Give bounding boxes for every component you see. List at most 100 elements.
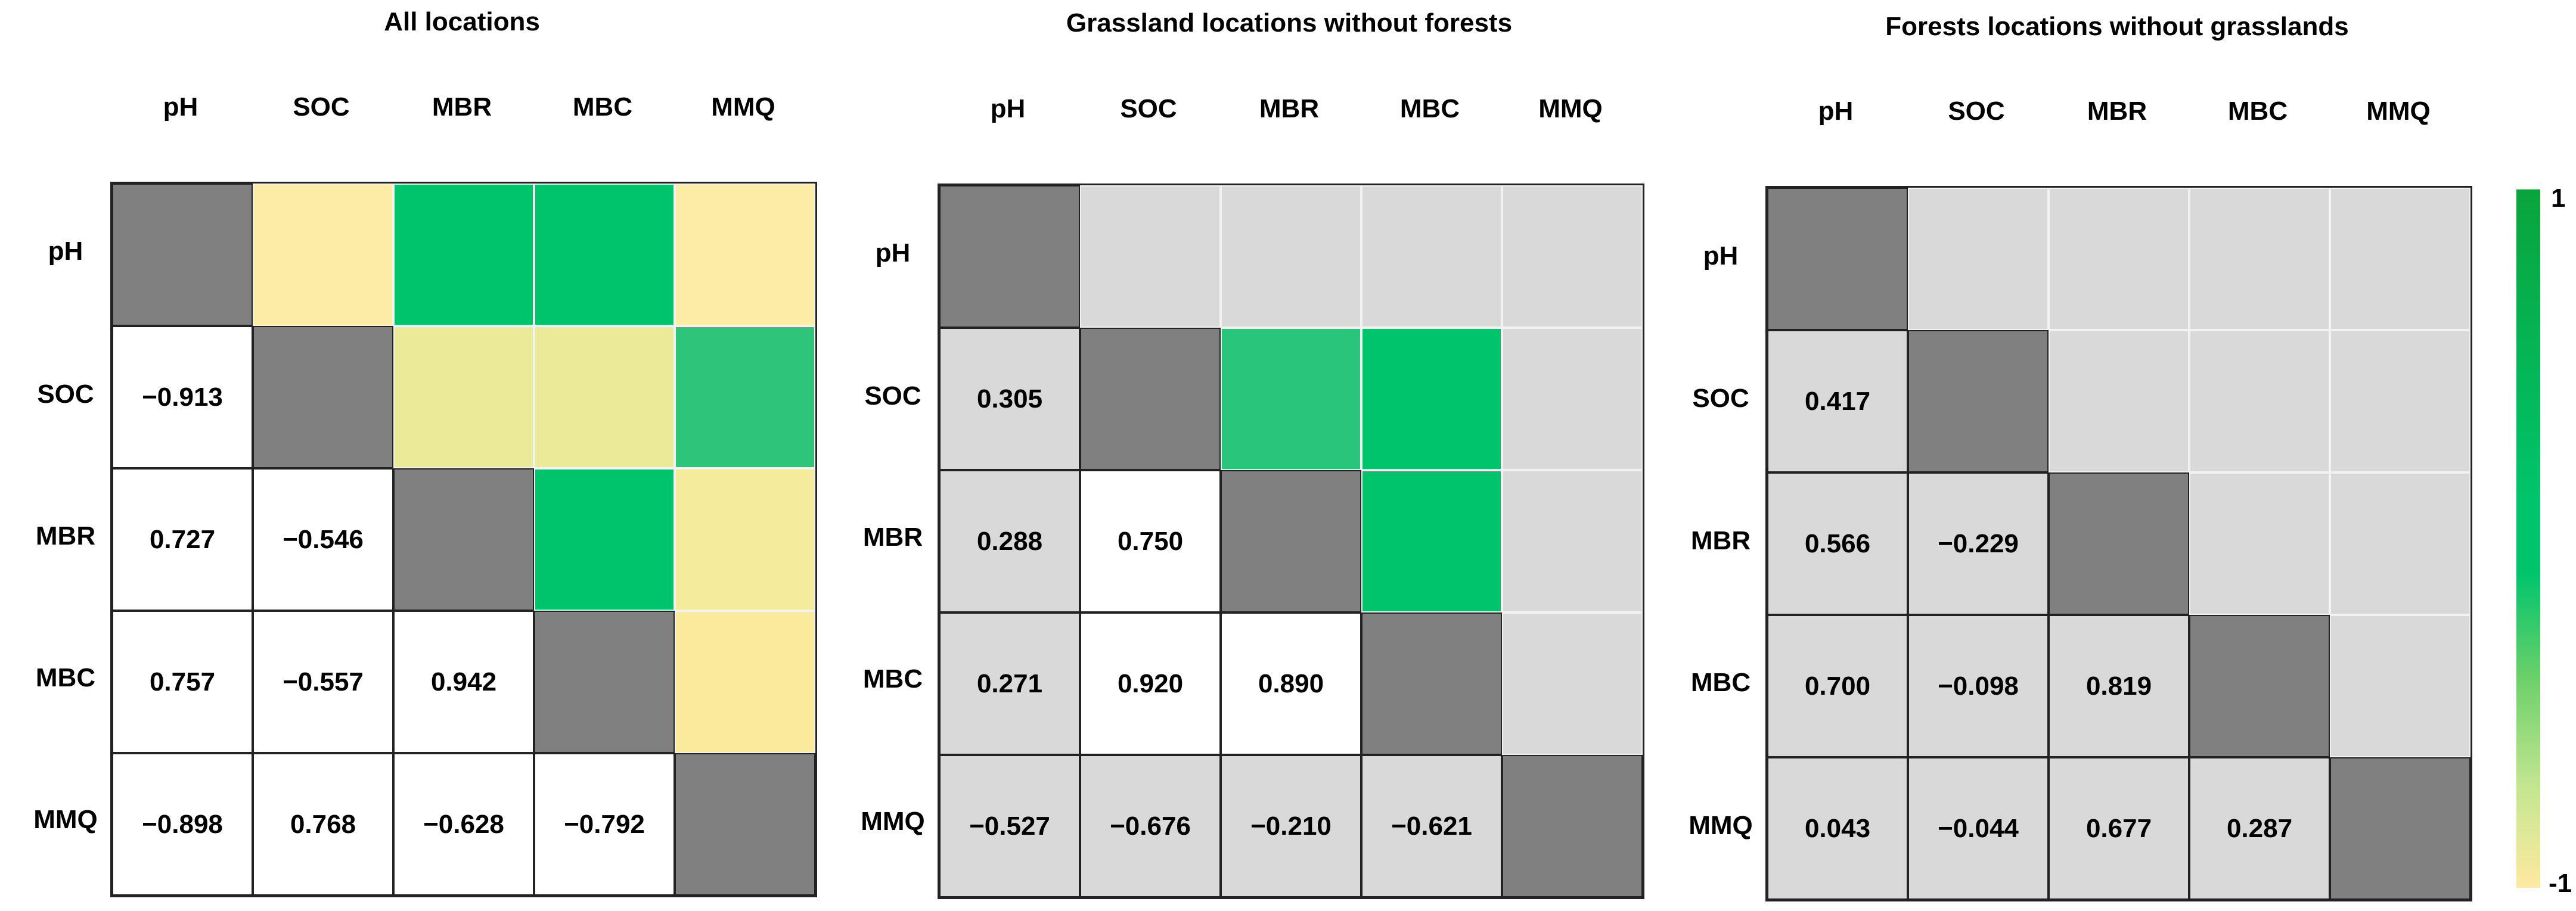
column-label: MBR: [432, 92, 492, 122]
color-cell: [1361, 470, 1502, 612]
value-cell: 0.417: [1767, 330, 1908, 472]
panel-title: Grassland locations without forests: [1066, 8, 1513, 38]
value-cell: −0.628: [393, 753, 534, 896]
value-cell: 0.288: [939, 470, 1080, 612]
color-cell: [1221, 185, 1361, 328]
color-cell: [2330, 330, 2471, 472]
column-label: SOC: [1948, 97, 2005, 126]
color-cell: [2330, 472, 2471, 615]
color-cell: [675, 611, 815, 753]
value-cell: 0.727: [112, 468, 253, 611]
value-cell: −0.098: [1908, 615, 2049, 757]
heatmap-grid: −0.913 0.727 −0.546 0.757 −0.557 0.942 −0.898 0…: [110, 182, 817, 897]
row-label: MMQ: [33, 805, 98, 834]
colorbar: [2516, 189, 2540, 888]
heatmap-grid: 0.305 0.288 0.750 0.271 0.920 0.890 −0.527 −0.6…: [938, 184, 1644, 899]
value-cell: 0.819: [2049, 615, 2189, 757]
value-cell: −0.898: [112, 753, 253, 896]
color-cell: [393, 326, 534, 468]
diagonal-cell: [1361, 612, 1502, 755]
color-cell: [1502, 470, 1643, 612]
value-cell: −0.621: [1361, 755, 1502, 897]
value-cell: −0.792: [534, 753, 675, 896]
colorbar-max-label: 1: [2551, 184, 2566, 213]
color-cell: [2330, 615, 2471, 757]
value-cell: −0.229: [1908, 472, 2049, 615]
panel-title: Forests locations without grasslands: [1885, 12, 2349, 41]
diagonal-cell: [2049, 472, 2189, 615]
diagonal-cell: [1908, 330, 2049, 472]
column-label: pH: [990, 94, 1026, 123]
row-label: MBR: [35, 521, 96, 551]
color-cell: [1221, 328, 1361, 470]
value-cell: 0.287: [2189, 757, 2330, 900]
diagonal-cell: [112, 184, 253, 326]
column-label: pH: [163, 92, 198, 122]
row-label: MBR: [1690, 526, 1751, 555]
color-cell: [675, 326, 815, 468]
row-label: MMQ: [1689, 811, 1753, 840]
row-label: SOC: [37, 380, 94, 409]
color-cell: [2330, 188, 2471, 330]
heatmap-grid: 0.417 0.566 −0.229 0.700 −0.098 0.819 0.043 −0.…: [1765, 186, 2472, 901]
heatmap-panel-2: Grassland locations without forests pH SOC…: [851, 0, 1686, 911]
diagonal-cell: [1221, 470, 1361, 612]
value-cell: −0.913: [112, 326, 253, 468]
color-cell: [534, 326, 675, 468]
value-cell: −0.557: [253, 611, 393, 753]
diagonal-cell: [2330, 757, 2471, 900]
value-cell: 0.271: [939, 612, 1080, 755]
column-label: SOC: [1120, 94, 1177, 123]
column-label: MBC: [1399, 94, 1460, 123]
color-cell: [253, 184, 393, 326]
diagonal-cell: [1080, 328, 1221, 470]
column-label: MBC: [2227, 97, 2288, 126]
color-cell: [2049, 330, 2189, 472]
panel-title: All locations: [384, 7, 540, 36]
value-cell: 0.890: [1221, 612, 1361, 755]
diagonal-cell: [534, 611, 675, 753]
row-label: pH: [1703, 241, 1739, 270]
color-cell: [393, 184, 534, 326]
value-cell: 0.942: [393, 611, 534, 753]
heatmap-panel-3: Forests locations without grasslands pH SO…: [1676, 0, 2510, 911]
value-cell: −0.044: [1908, 757, 2049, 900]
column-label: MBR: [2087, 97, 2147, 126]
value-cell: 0.768: [253, 753, 393, 896]
value-cell: −0.546: [253, 468, 393, 611]
value-cell: −0.210: [1221, 755, 1361, 897]
color-cell: [1908, 188, 2049, 330]
color-cell: [2049, 188, 2189, 330]
color-cell: [2189, 188, 2330, 330]
color-cell: [1080, 185, 1221, 328]
color-cell: [1361, 328, 1502, 470]
value-cell: 0.305: [939, 328, 1080, 470]
row-label: SOC: [1692, 384, 1749, 413]
row-label: pH: [875, 238, 911, 268]
diagonal-cell: [675, 753, 815, 896]
value-cell: −0.527: [939, 755, 1080, 897]
column-label: MMQ: [2366, 97, 2431, 126]
diagonal-cell: [2189, 615, 2330, 757]
row-label: SOC: [864, 381, 921, 411]
column-label: MBC: [572, 92, 633, 122]
color-cell: [1502, 612, 1643, 755]
row-label: MBC: [1690, 668, 1751, 697]
color-cell: [1361, 185, 1502, 328]
color-cell: [1502, 328, 1643, 470]
color-cell: [675, 468, 815, 611]
value-cell: 0.920: [1080, 612, 1221, 755]
value-cell: 0.700: [1767, 615, 1908, 757]
column-label: MMQ: [1538, 94, 1603, 123]
row-label: MMQ: [861, 807, 925, 836]
diagonal-cell: [939, 185, 1080, 328]
color-cell: [534, 184, 675, 326]
color-cell: [675, 184, 815, 326]
value-cell: 0.750: [1080, 470, 1221, 612]
diagonal-cell: [253, 326, 393, 468]
row-label: MBC: [35, 663, 96, 692]
colorbar-min-label: -1: [2549, 869, 2572, 898]
color-cell: [2189, 472, 2330, 615]
row-label: pH: [48, 237, 83, 266]
value-cell: 0.043: [1767, 757, 1908, 900]
